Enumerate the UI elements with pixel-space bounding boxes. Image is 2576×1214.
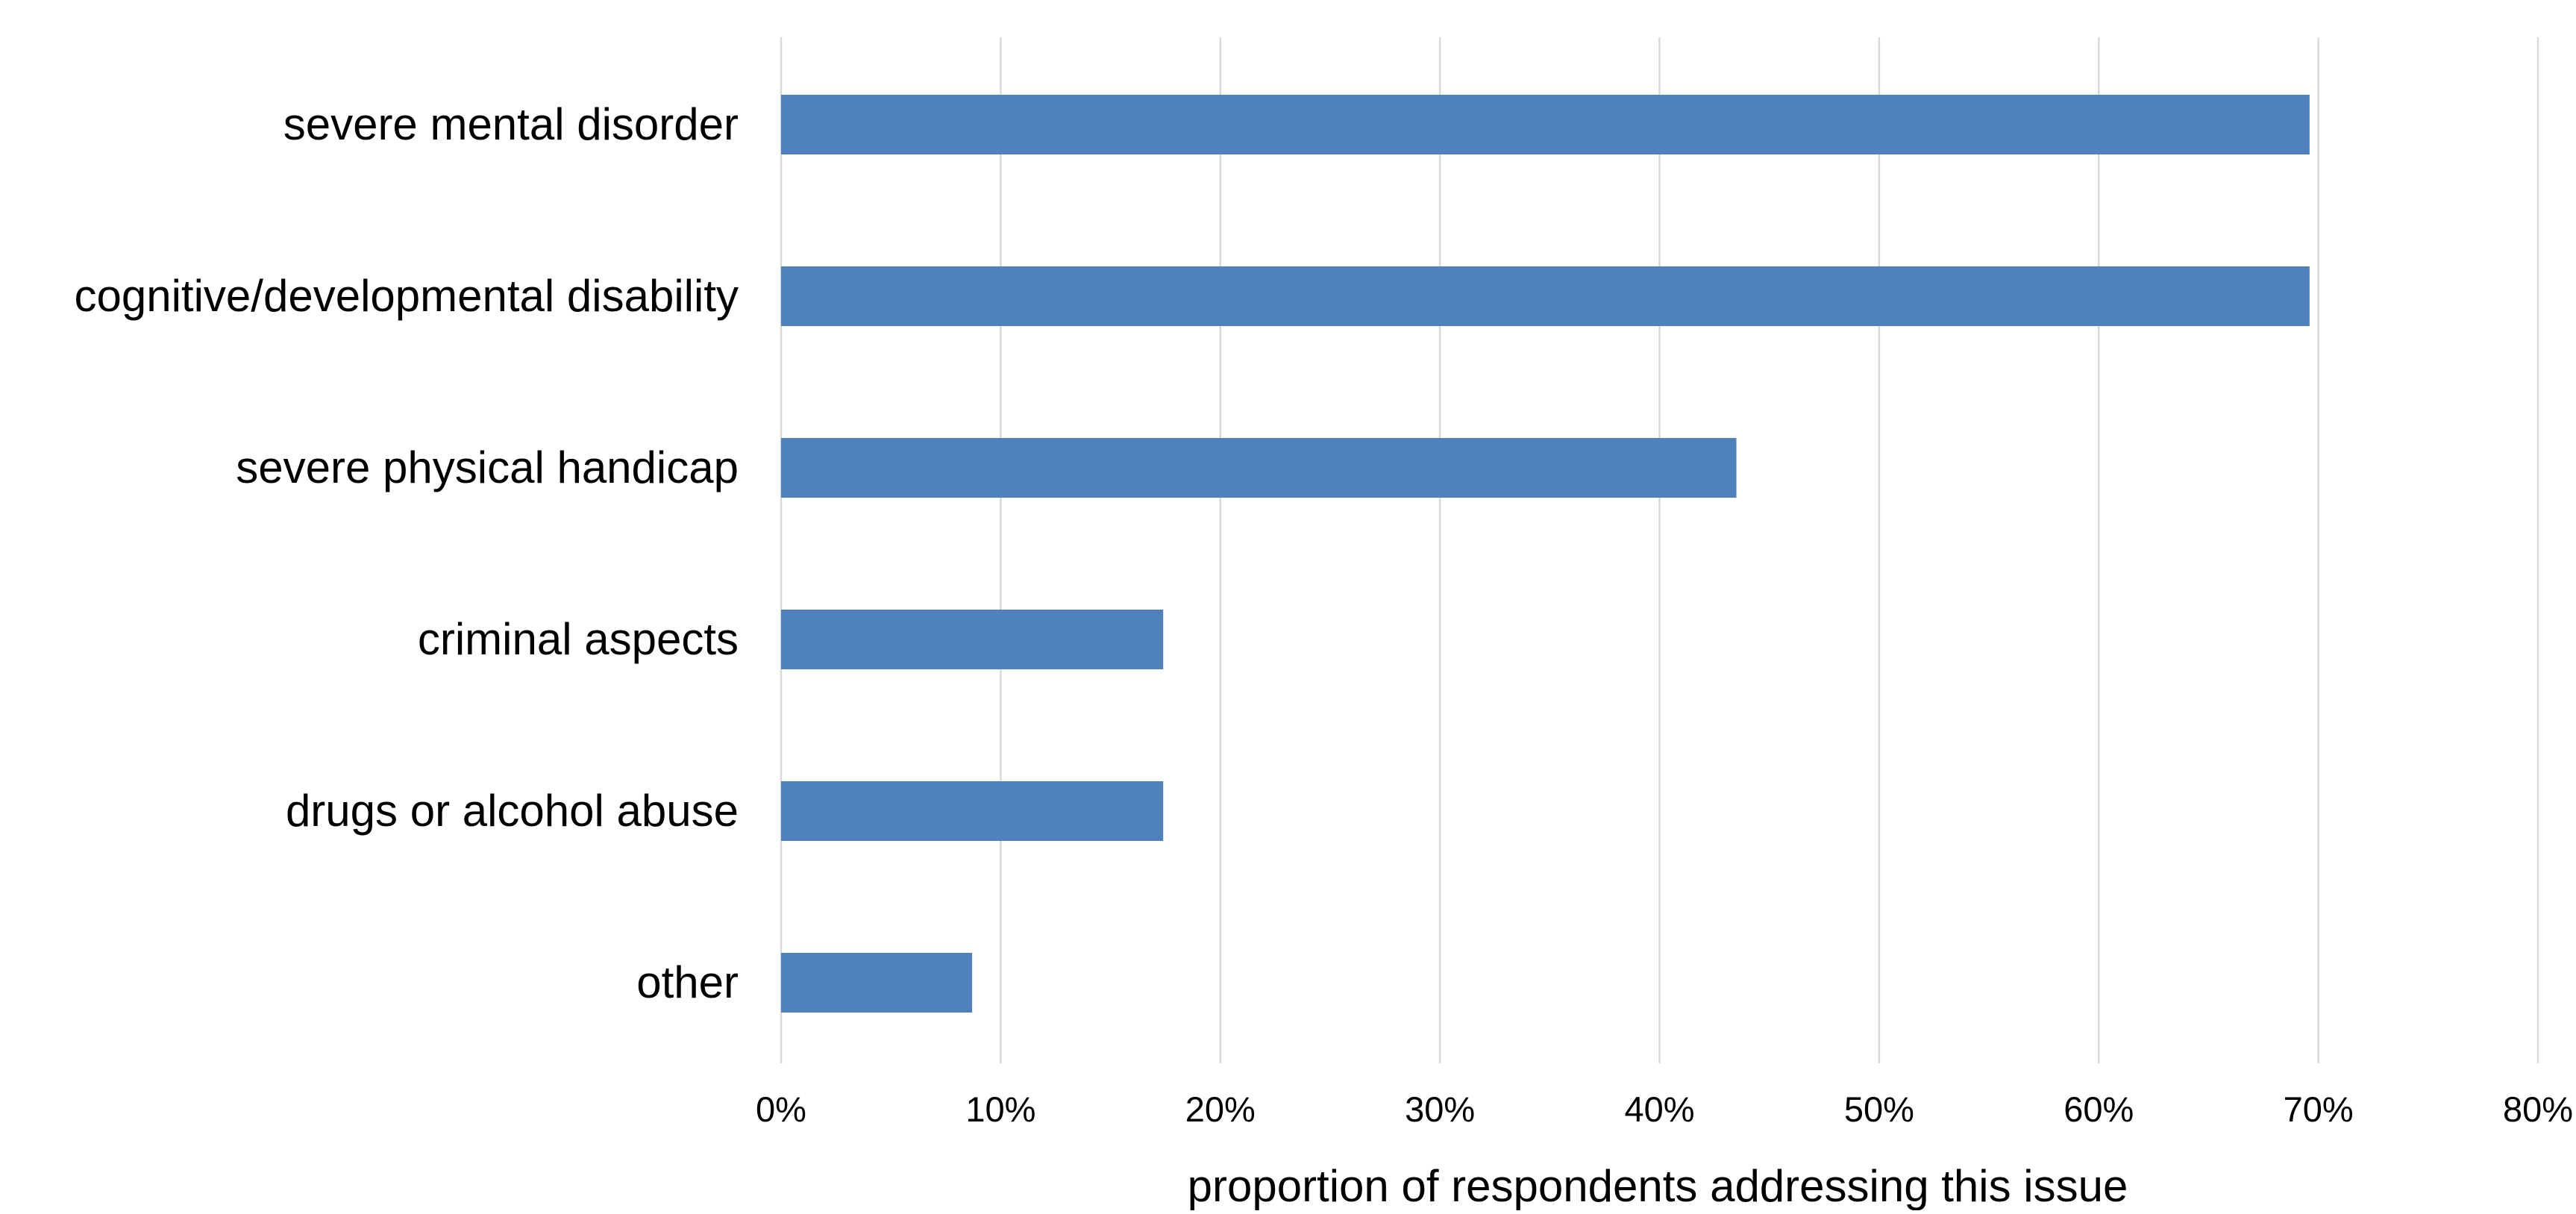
bar [781,781,1164,841]
category-labels: severe mental disorder cognitive/developm… [74,99,739,1007]
category-label: other [636,957,739,1007]
bar [781,95,2310,154]
x-tick-labels: 0% 10% 20% 30% 40% 50% 60% 70% 80% [756,1089,2573,1129]
category-label: severe mental disorder [283,99,739,149]
x-tick-label: 20% [1185,1089,1256,1129]
category-label: drugs or alcohol abuse [286,786,739,836]
bar [781,438,1737,498]
x-tick-label: 10% [965,1089,1035,1129]
x-axis-title: proportion of respondents addressing thi… [1188,1161,2128,1210]
category-label: cognitive/developmental disability [74,271,739,321]
x-tick-label: 30% [1405,1089,1475,1129]
gridlines [780,37,2539,1063]
x-tick-label: 80% [2503,1089,2573,1129]
x-tick-label: 40% [1624,1089,1694,1129]
bar [781,266,2310,326]
category-label: criminal aspects [418,614,739,664]
x-tick-label: 0% [756,1089,806,1129]
x-tick-label: 70% [2284,1089,2354,1129]
bar [781,953,973,1013]
x-tick-label: 60% [2063,1089,2134,1129]
bars [781,95,2310,1013]
bar [781,610,1164,669]
category-label: severe physical handicap [236,442,739,492]
x-tick-label: 50% [1844,1089,1914,1129]
